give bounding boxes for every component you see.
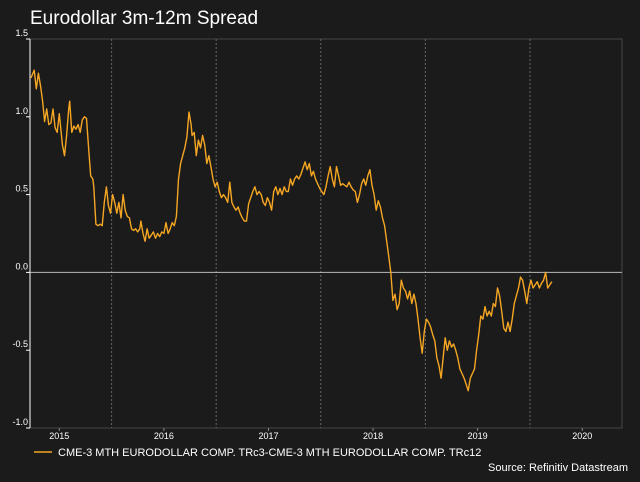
chart-title: Eurodollar 3m-12m Spread — [30, 8, 259, 29]
x-tick-label: 2019 — [468, 431, 488, 441]
x-tick-label: 2020 — [572, 431, 592, 441]
y-tick-label: -1.0 — [12, 417, 28, 427]
x-tick-label: 2016 — [154, 431, 174, 441]
y-tick-label: 1.5 — [15, 28, 28, 38]
y-tick-label: -0.5 — [12, 339, 28, 349]
legend-label: CME-3 MTH EURODOLLAR COMP. TRc3-CME-3 MT… — [58, 447, 481, 459]
plot-frame — [29, 38, 623, 429]
y-tick-label: 1.0 — [15, 106, 28, 116]
source-note: Source: Refinitiv Datastream — [488, 462, 628, 474]
series-line — [30, 69, 553, 392]
y-tick-label: 0.0 — [15, 261, 28, 271]
x-tick-label: 2017 — [258, 431, 278, 441]
x-tick-label: 2018 — [363, 431, 383, 441]
y-tick-label: 0.5 — [15, 184, 28, 194]
x-tick-label: 2015 — [49, 431, 69, 441]
